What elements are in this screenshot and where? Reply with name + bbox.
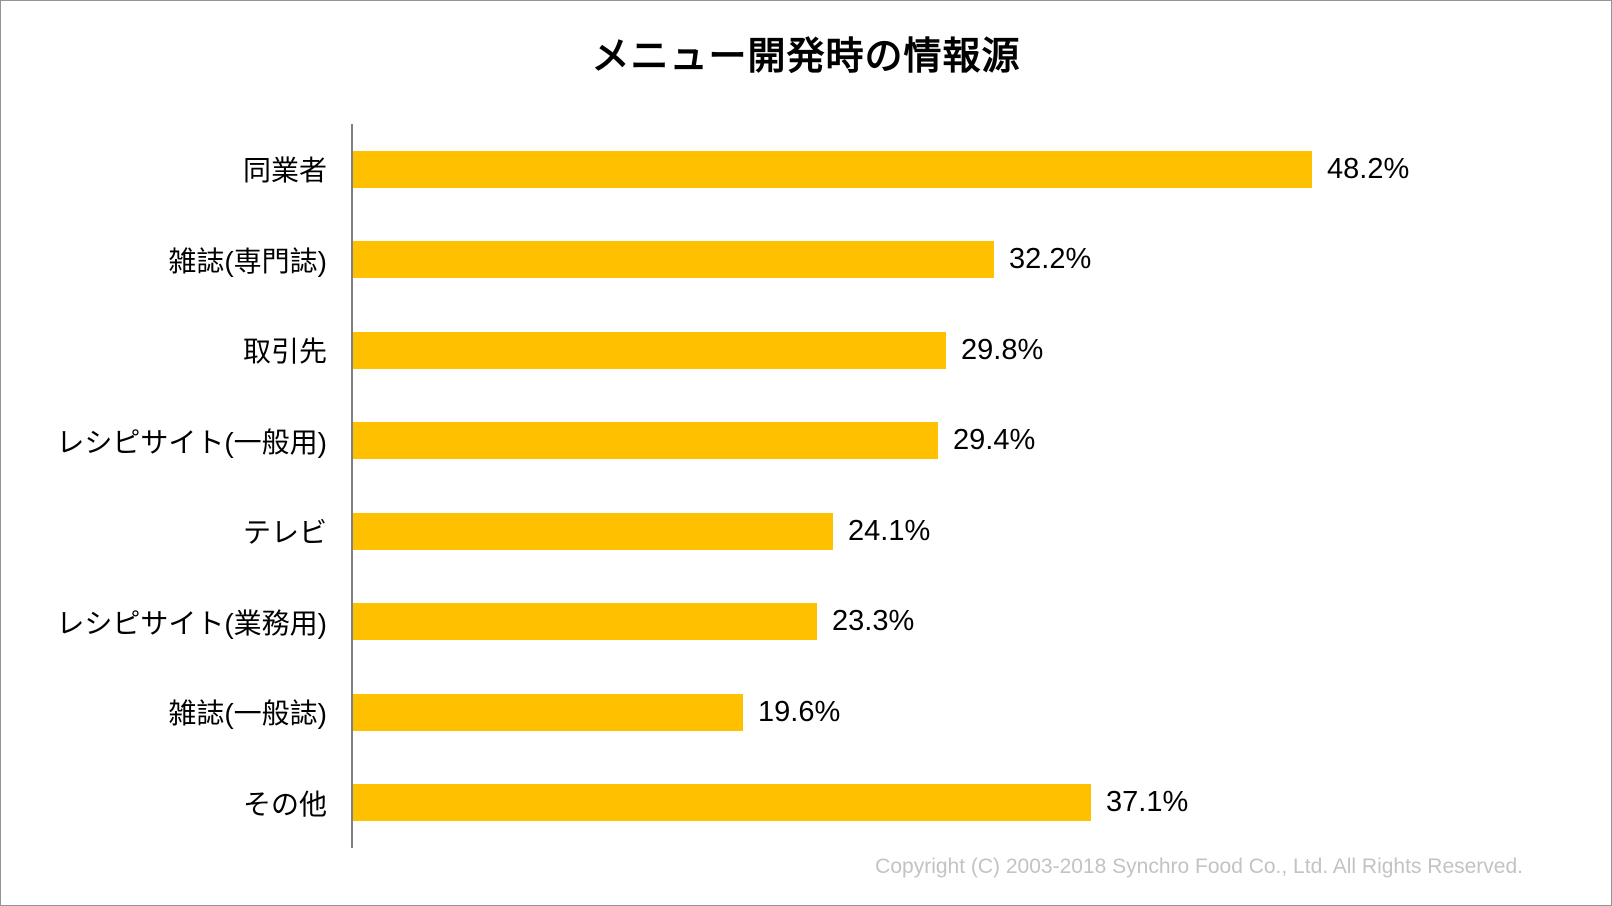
bar: [353, 693, 743, 731]
value-label: 29.4%: [953, 424, 1036, 457]
bar: [353, 150, 1312, 188]
bar: [353, 784, 1091, 822]
bar-chart: 同業者 48.2% 雑誌(専門誌) 32.2% 取引先 29.8% レシピサイト…: [1, 124, 1611, 848]
value-label: 37.1%: [1106, 786, 1189, 819]
bar-row: 雑誌(専門誌) 32.2%: [1, 215, 1611, 306]
category-label: 取引先: [242, 336, 327, 368]
bar: [353, 422, 938, 460]
bar-row: その他 37.1%: [1, 758, 1611, 849]
category-label: その他: [242, 788, 327, 820]
bar-rows: 同業者 48.2% 雑誌(専門誌) 32.2% 取引先 29.8% レシピサイト…: [1, 124, 1611, 848]
category-label: レシピサイト(一般用): [56, 426, 327, 458]
value-label: 24.1%: [848, 514, 931, 547]
value-label: 19.6%: [758, 695, 841, 728]
bar: [353, 603, 817, 641]
value-label: 23.3%: [832, 605, 915, 638]
bar: [353, 241, 994, 279]
bar-row: 同業者 48.2%: [1, 124, 1611, 215]
value-label: 48.2%: [1327, 152, 1410, 185]
bar: [353, 331, 946, 369]
bar-row: 雑誌(一般誌) 19.6%: [1, 667, 1611, 758]
bar-row: レシピサイト(業務用) 23.3%: [1, 577, 1611, 668]
category-label: テレビ: [242, 517, 327, 549]
bar-row: テレビ 24.1%: [1, 486, 1611, 577]
value-label: 29.8%: [961, 333, 1044, 366]
bar: [353, 512, 833, 550]
copyright-text: Copyright (C) 2003-2018 Synchro Food Co.…: [875, 855, 1523, 878]
y-axis-line: [351, 124, 353, 848]
category-label: 雑誌(一般誌): [168, 698, 327, 730]
bar-row: 取引先 29.8%: [1, 305, 1611, 396]
category-label: 雑誌(専門誌): [168, 245, 327, 277]
chart-title: メニュー開発時の情報源: [591, 36, 1021, 78]
category-label: レシピサイト(業務用): [56, 607, 327, 639]
category-label: 同業者: [242, 155, 327, 187]
bar-row: レシピサイト(一般用) 29.4%: [1, 396, 1611, 487]
value-label: 32.2%: [1009, 243, 1092, 276]
